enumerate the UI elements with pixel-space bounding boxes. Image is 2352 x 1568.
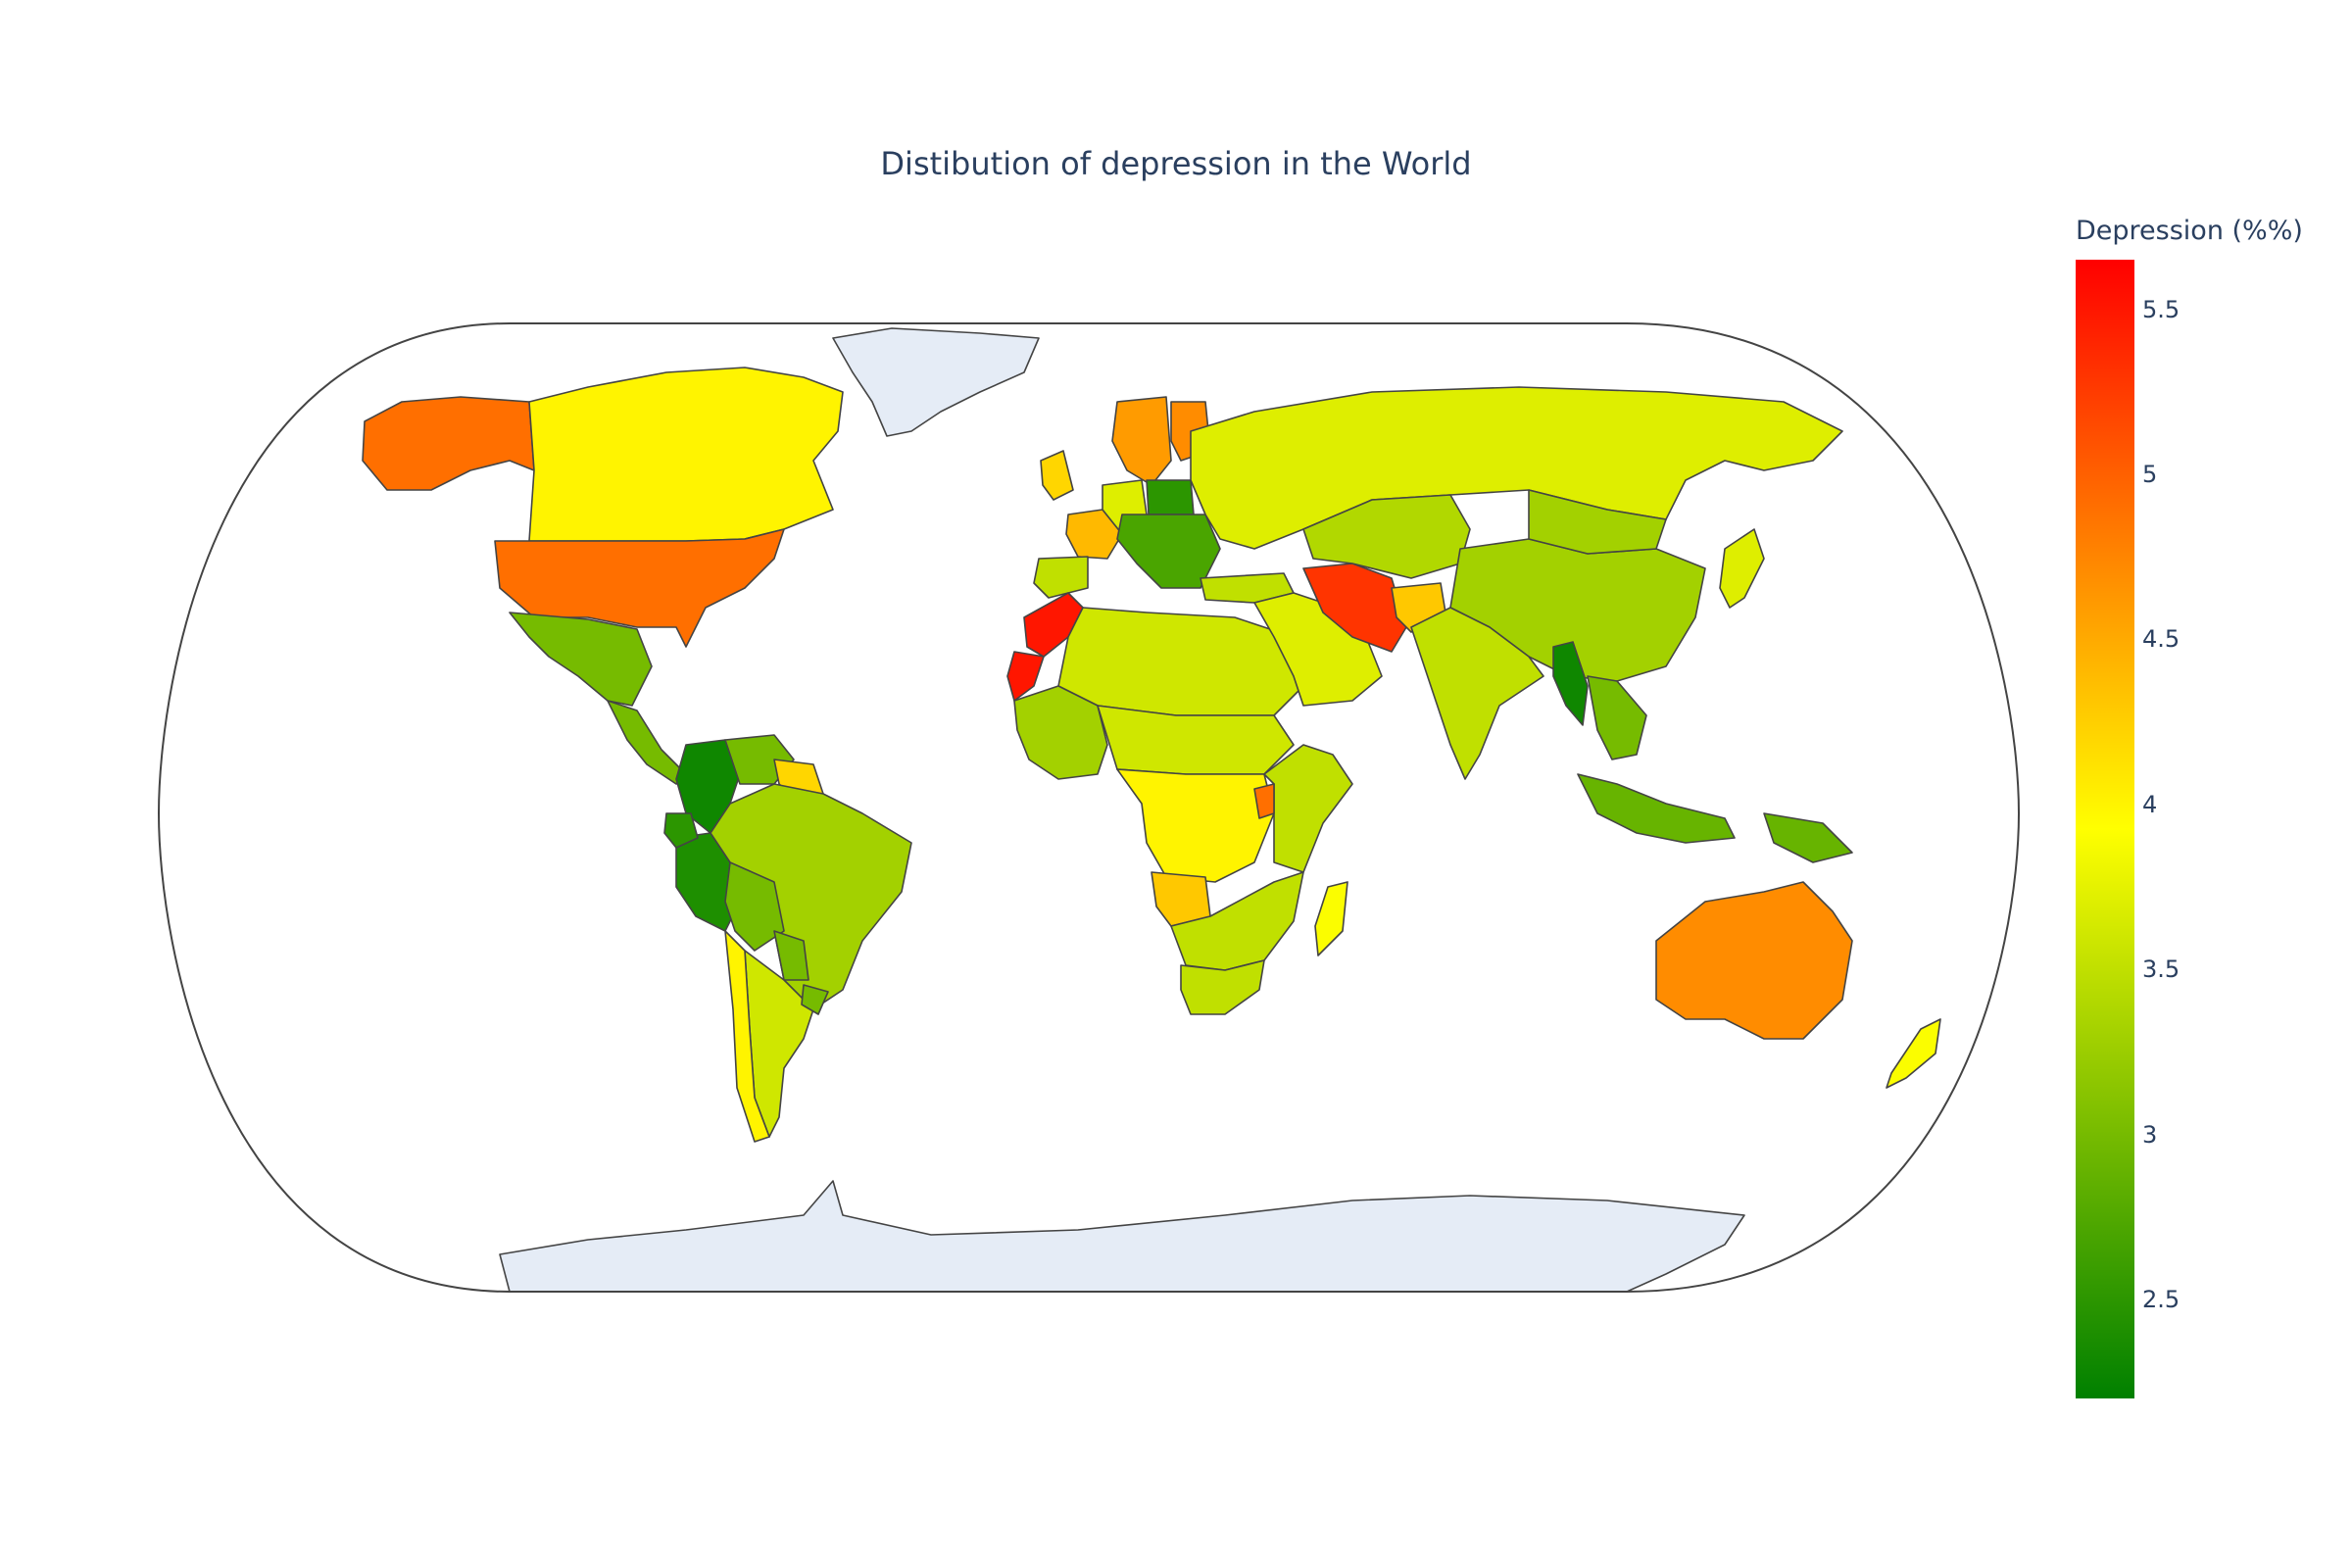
colorbar-tick: 4.5 bbox=[2142, 625, 2180, 654]
region-east-africa[interactable] bbox=[1263, 744, 1353, 873]
colorbar-tick: 3 bbox=[2142, 1120, 2158, 1149]
region-eastern-europe[interactable] bbox=[1116, 514, 1221, 589]
region-mexico[interactable] bbox=[509, 612, 653, 707]
colorbar-tick: 2.5 bbox=[2142, 1285, 2180, 1313]
region-indonesia[interactable] bbox=[1577, 773, 1736, 844]
region-iberia[interactable] bbox=[1033, 556, 1089, 599]
region-united-kingdom[interactable] bbox=[1040, 450, 1074, 501]
region-russia[interactable] bbox=[1190, 386, 1843, 550]
region-madagascar[interactable] bbox=[1314, 881, 1348, 956]
region-bolivia[interactable] bbox=[724, 861, 785, 952]
region-iran[interactable] bbox=[1302, 563, 1407, 653]
colorbar bbox=[2076, 260, 2134, 1398]
region-alaska[interactable] bbox=[362, 396, 535, 491]
region-west-africa[interactable] bbox=[1013, 685, 1108, 780]
region-australia[interactable] bbox=[1655, 881, 1853, 1040]
colorbar-tick: 5 bbox=[2142, 460, 2158, 488]
region-central-africa[interactable] bbox=[1116, 768, 1275, 883]
region-paraguay[interactable] bbox=[773, 930, 809, 981]
region-chile[interactable] bbox=[724, 930, 770, 1143]
region-uruguay[interactable] bbox=[801, 984, 829, 1015]
map-frame bbox=[157, 322, 2021, 1293]
region-uganda[interactable] bbox=[1253, 783, 1275, 819]
map-layer bbox=[362, 327, 1941, 1292]
region-myanmar[interactable] bbox=[1552, 641, 1589, 726]
region-japan[interactable] bbox=[1719, 528, 1765, 609]
colorbar-tick: 4 bbox=[2142, 790, 2158, 818]
region-mongolia[interactable] bbox=[1528, 489, 1667, 555]
colorbar-tick: 3.5 bbox=[2142, 956, 2180, 984]
landmass-greenland bbox=[832, 327, 1040, 437]
region-western-sahara[interactable] bbox=[1006, 651, 1045, 702]
landmass-antarctica bbox=[499, 1180, 1745, 1292]
region-scandinavia[interactable] bbox=[1111, 396, 1172, 486]
region-ecuador[interactable] bbox=[663, 812, 699, 849]
region-south-africa[interactable] bbox=[1180, 959, 1265, 1015]
colorbar-tick: 5.5 bbox=[2142, 295, 2180, 323]
region-poland[interactable] bbox=[1146, 479, 1195, 515]
region-canada[interactable] bbox=[528, 367, 844, 542]
region-central-america[interactable] bbox=[607, 700, 687, 785]
region-india[interactable] bbox=[1410, 607, 1544, 780]
region-new-zealand[interactable] bbox=[1886, 1018, 1941, 1089]
colorbar-title: Depression (%%) bbox=[2076, 216, 2303, 246]
region-sahel[interactable] bbox=[1097, 705, 1295, 775]
region-papua-new-guinea[interactable] bbox=[1763, 812, 1853, 863]
region-southeast-asia[interactable] bbox=[1587, 675, 1647, 760]
chart-title: Distibution of depression in the World bbox=[880, 145, 1472, 182]
